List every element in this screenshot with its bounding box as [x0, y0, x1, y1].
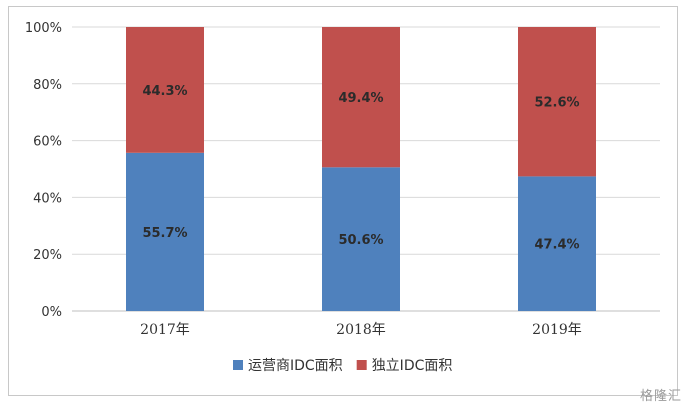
legend-swatch [356, 360, 367, 370]
bar-segment [518, 27, 596, 177]
x-tick-label: 2018年 [336, 322, 386, 338]
y-tick-label: 60% [33, 135, 62, 150]
bar-segment [126, 27, 204, 153]
legend-swatch [233, 360, 243, 370]
legend-label: 运营商IDC面积 [248, 358, 343, 374]
chart-frame [8, 6, 678, 396]
bar-segment [322, 27, 400, 168]
legend-label: 独立IDC面积 [372, 358, 453, 374]
data-label: 52.6% [534, 96, 579, 111]
data-label: 47.4% [534, 238, 579, 253]
data-label: 50.6% [338, 233, 383, 248]
y-tick-label: 80% [33, 78, 62, 93]
x-tick-label: 2019年 [532, 322, 582, 338]
x-tick-label: 2017年 [140, 322, 190, 338]
bar-segment [322, 167, 400, 311]
watermark: 格隆汇 [639, 389, 682, 404]
y-tick-label: 0% [41, 305, 62, 320]
bar-segment [126, 152, 204, 311]
data-label: 55.7% [142, 226, 187, 241]
data-label: 49.4% [338, 91, 383, 106]
bar-segment [518, 176, 596, 311]
y-tick-label: 40% [33, 191, 62, 206]
data-label: 44.3% [142, 84, 187, 99]
y-tick-label: 20% [33, 248, 62, 263]
y-tick-label: 100% [25, 21, 62, 36]
